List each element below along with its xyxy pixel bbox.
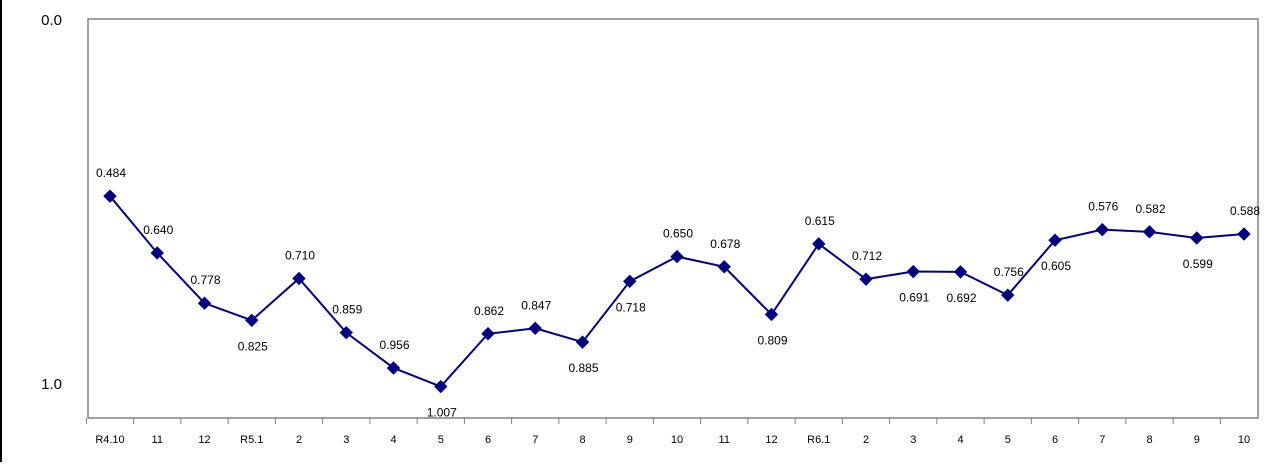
x-axis: R4.10 11 12 R5.1 2 3 4 5 6 7 8 9 10 11 12 R6.1 2 3 4 5 6 7 8 9 1…: [85, 418, 1250, 446]
data-label: 0.859: [332, 303, 362, 317]
data-point-marker: [575, 335, 590, 349]
data-point-marker: [103, 189, 117, 203]
data-label-layer: 0.484 0.640 0.778 0.825 0.710 0.859 0.956 1.007…: [96, 166, 1260, 419]
x-tick-label: 11: [152, 434, 163, 446]
data-label: 0.885: [568, 361, 598, 375]
data-label: 0.650: [663, 227, 693, 241]
data-label: 0.809: [757, 333, 787, 347]
data-label: 0.605: [1041, 259, 1071, 273]
data-label: 0.678: [710, 237, 740, 251]
x-tick-label: 2: [296, 434, 302, 446]
data-point-marker: [1237, 227, 1251, 241]
data-point-marker: [481, 327, 495, 341]
data-label: 0.691: [899, 291, 929, 305]
data-point-marker: [434, 379, 448, 394]
x-tick-label: 3: [343, 434, 349, 446]
x-tick-label: 4: [390, 434, 396, 446]
data-point-marker: [953, 265, 968, 279]
data-point-marker: [623, 274, 637, 289]
data-label: 0.718: [616, 300, 646, 314]
x-tick-label: 5: [1005, 434, 1011, 446]
data-point-marker: [1142, 225, 1157, 239]
frame-left-border: [0, 0, 2, 462]
y-tick-label: 0.0: [41, 12, 62, 29]
y-tick-label: 1.0: [41, 376, 62, 393]
data-point-marker: [197, 296, 212, 310]
data-label: 0.956: [379, 338, 409, 352]
data-label: 0.862: [474, 304, 504, 318]
x-tick-label: 8: [579, 434, 585, 446]
plot-area: [87, 18, 1259, 419]
data-point-marker: [528, 321, 542, 336]
data-point-marker: [1095, 222, 1109, 237]
data-label: 1.007: [427, 406, 457, 420]
x-tick-label: 10: [1238, 434, 1250, 446]
y-axis: 0.0 1.0: [41, 12, 62, 393]
data-label: 0.692: [946, 291, 976, 305]
data-point-marker: [717, 260, 731, 274]
data-label: 0.778: [190, 273, 220, 287]
data-label: 0.756: [994, 265, 1024, 279]
data-point-marker: [339, 325, 353, 340]
x-tick-label: 9: [1194, 434, 1200, 446]
x-tick-label: 8: [1146, 434, 1152, 446]
data-label: 0.825: [238, 339, 268, 353]
data-point-marker: [1001, 288, 1015, 302]
x-tick-label: 9: [627, 434, 633, 446]
data-label: 0.588: [1230, 204, 1260, 218]
x-tick-label: 5: [438, 434, 444, 446]
x-tick-label: R6.1: [807, 434, 830, 446]
x-tick-label: 6: [1052, 434, 1058, 446]
x-tick-label: 12: [198, 434, 210, 446]
data-label: 0.576: [1088, 200, 1118, 214]
data-point-marker: [764, 307, 779, 322]
data-label: 0.599: [1183, 257, 1213, 271]
data-point-marker: [812, 237, 826, 251]
x-tick-label: 11: [719, 434, 730, 446]
data-label: 0.710: [285, 248, 315, 262]
x-tick-label: 10: [671, 434, 683, 446]
x-tick-label: 7: [1099, 434, 1105, 446]
data-point-marker: [245, 313, 259, 328]
data-point-marker: [150, 246, 164, 260]
x-tick-label: 12: [765, 434, 777, 446]
x-tick-label: 2: [863, 434, 869, 446]
data-point-marker: [1048, 233, 1062, 247]
data-label: 0.582: [1135, 202, 1165, 216]
data-label: 0.484: [96, 166, 126, 180]
data-point-marker: [906, 264, 920, 279]
x-tick-label: 6: [485, 434, 491, 446]
x-tick-label: 7: [532, 434, 538, 446]
data-point-marker: [1190, 231, 1204, 245]
data-label: 0.847: [521, 298, 551, 312]
data-point-marker: [386, 361, 401, 375]
x-tick-label: R4.10: [95, 434, 124, 446]
x-tick-label: R5.1: [240, 434, 263, 446]
series-layer: [103, 189, 1251, 394]
x-tick-label: 4: [957, 434, 963, 446]
data-label: 0.640: [143, 223, 173, 237]
data-label: 0.615: [805, 214, 835, 228]
data-point-marker: [859, 272, 873, 286]
data-label: 0.712: [852, 249, 882, 263]
x-tick-label: 3: [910, 434, 916, 446]
data-point-marker: [670, 249, 684, 264]
data-point-marker: [292, 271, 306, 286]
